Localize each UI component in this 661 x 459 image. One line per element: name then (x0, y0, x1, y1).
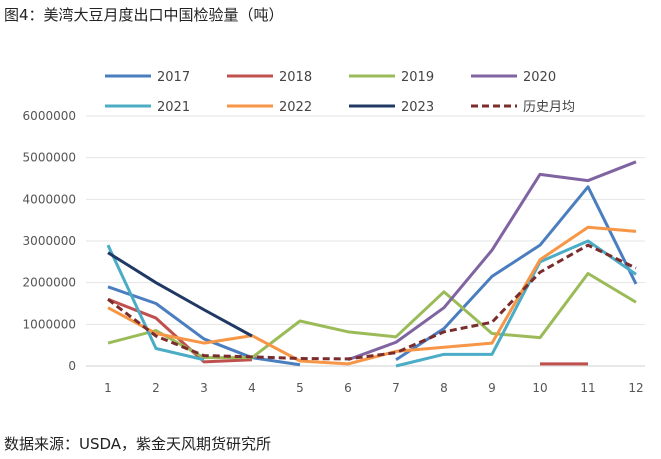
series-line-2023 (107, 251, 253, 338)
series-line-2017 (107, 285, 301, 367)
series-line-2018 (107, 297, 253, 364)
y-tick-label: 1000000 (23, 317, 76, 331)
y-tick-label: 4000000 (23, 192, 76, 206)
legend-label: 2023 (401, 100, 434, 115)
source-note: 数据来源：USDA，紫金天风期货研究所 (4, 435, 272, 453)
x-tick-label: 3 (200, 381, 208, 395)
y-tick-label: 5000000 (23, 151, 76, 165)
x-tick-label: 10 (532, 381, 547, 395)
x-tick-label: 2 (152, 381, 160, 395)
series-line-2021 (395, 239, 637, 368)
x-tick-label: 11 (580, 381, 595, 395)
legend-label: 2018 (279, 70, 312, 85)
x-tick-label: 9 (488, 381, 496, 395)
series-line-2020 (347, 160, 637, 362)
y-tick-label: 3000000 (23, 234, 76, 248)
x-tick-label: 4 (248, 381, 256, 395)
legend-label: 2017 (157, 70, 190, 85)
legend-label: 历史月均 (523, 100, 575, 115)
legend-label: 2019 (401, 70, 434, 85)
chart-title: 图4：美湾大豆月度出口中国检验量（吨） (4, 6, 284, 24)
series-line-2017 (395, 185, 638, 362)
y-tick-label: 6000000 (23, 109, 76, 123)
x-tick-label: 12 (628, 381, 643, 395)
x-tick-label: 1 (104, 381, 112, 395)
series-line-2022 (107, 225, 637, 366)
x-tick-label: 6 (344, 381, 352, 395)
legend-label: 2022 (279, 100, 312, 115)
x-tick-label: 7 (392, 381, 400, 395)
x-tick-label: 5 (296, 381, 304, 395)
y-tick-label: 2000000 (23, 276, 76, 290)
series-line-2021 (106, 244, 205, 362)
series-line-历史月均 (107, 243, 637, 361)
legend-label: 2020 (523, 70, 556, 85)
y-tick-label: 0 (68, 359, 76, 373)
x-tick-label: 8 (440, 381, 448, 395)
legend-label: 2021 (157, 100, 190, 115)
